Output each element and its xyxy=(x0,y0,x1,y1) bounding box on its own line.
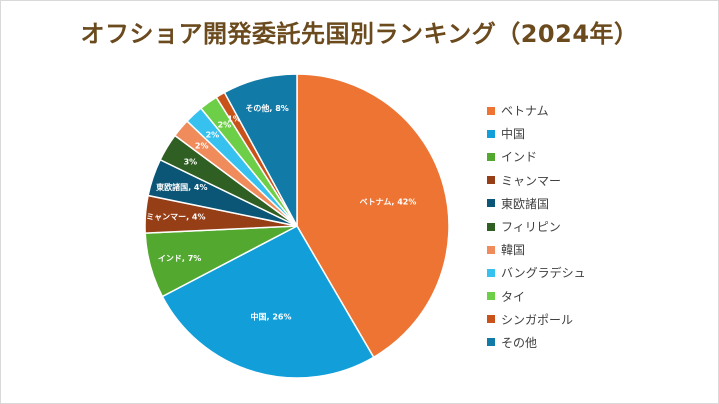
legend-swatch xyxy=(487,315,495,324)
legend-item: ミャンマー xyxy=(487,169,586,192)
legend-label: ミャンマー xyxy=(501,173,562,188)
legend-label: バングラデシュ xyxy=(501,266,586,281)
legend-label: ベトナム xyxy=(501,104,549,119)
legend-item: タイ xyxy=(487,285,586,308)
legend-label: 東欧諸国 xyxy=(501,196,550,211)
legend-label: タイ xyxy=(501,289,526,304)
legend-label: シンガポール xyxy=(501,312,574,327)
legend-swatch xyxy=(487,292,495,301)
chart-legend: ベトナム中国インドミャンマー東欧諸国フィリピン韓国バングラデシュ タイシンガポール… xyxy=(487,99,586,354)
legend-item: フィリピン xyxy=(487,215,586,238)
legend-label: 韓国 xyxy=(501,243,526,258)
legend-item: 韓国 xyxy=(487,238,586,261)
legend-label: フィリピン xyxy=(501,220,561,235)
pie-slice xyxy=(296,73,450,359)
data-label: その他, 8% xyxy=(245,103,288,113)
chart-title: オフショア開発委託先国別ランキング（2024年） xyxy=(80,20,639,48)
legend-item: バングラデシュ xyxy=(487,261,586,284)
data-label: 1% xyxy=(227,114,241,123)
legend-item: ベトナム xyxy=(487,99,586,122)
data-label: 中国, 26% xyxy=(251,312,292,322)
legend-swatch xyxy=(487,176,495,185)
pie-slice xyxy=(223,73,298,227)
pie-slice xyxy=(161,225,375,379)
legend-label: その他 xyxy=(501,335,538,350)
data-label: 2% xyxy=(195,142,209,151)
legend-label: 中国 xyxy=(501,127,526,142)
data-label: 3% xyxy=(184,158,198,167)
legend-swatch xyxy=(487,106,495,115)
legend-item: 中国 xyxy=(487,122,586,145)
legend-item: 東欧諸国 xyxy=(487,192,586,215)
legend-item: シンガポール xyxy=(487,308,586,331)
legend-swatch xyxy=(487,268,495,277)
legend-label: インド xyxy=(501,150,538,165)
data-label: ミャンマー, 4% xyxy=(146,213,205,222)
legend-item: その他 xyxy=(487,331,586,354)
legend-item: インド xyxy=(487,145,586,168)
legend-swatch xyxy=(487,222,495,231)
legend-swatch xyxy=(487,338,495,347)
legend-swatch xyxy=(487,199,495,208)
data-label: 2% xyxy=(206,131,220,140)
data-label: 2% xyxy=(218,121,232,130)
legend-swatch xyxy=(487,245,495,254)
legend-swatch xyxy=(487,152,495,161)
data-label: 東欧諸国, 4% xyxy=(156,182,207,192)
data-label: ベトナム, 42% xyxy=(360,197,417,206)
data-label: インド, 7% xyxy=(158,254,201,263)
legend-swatch xyxy=(487,129,495,138)
